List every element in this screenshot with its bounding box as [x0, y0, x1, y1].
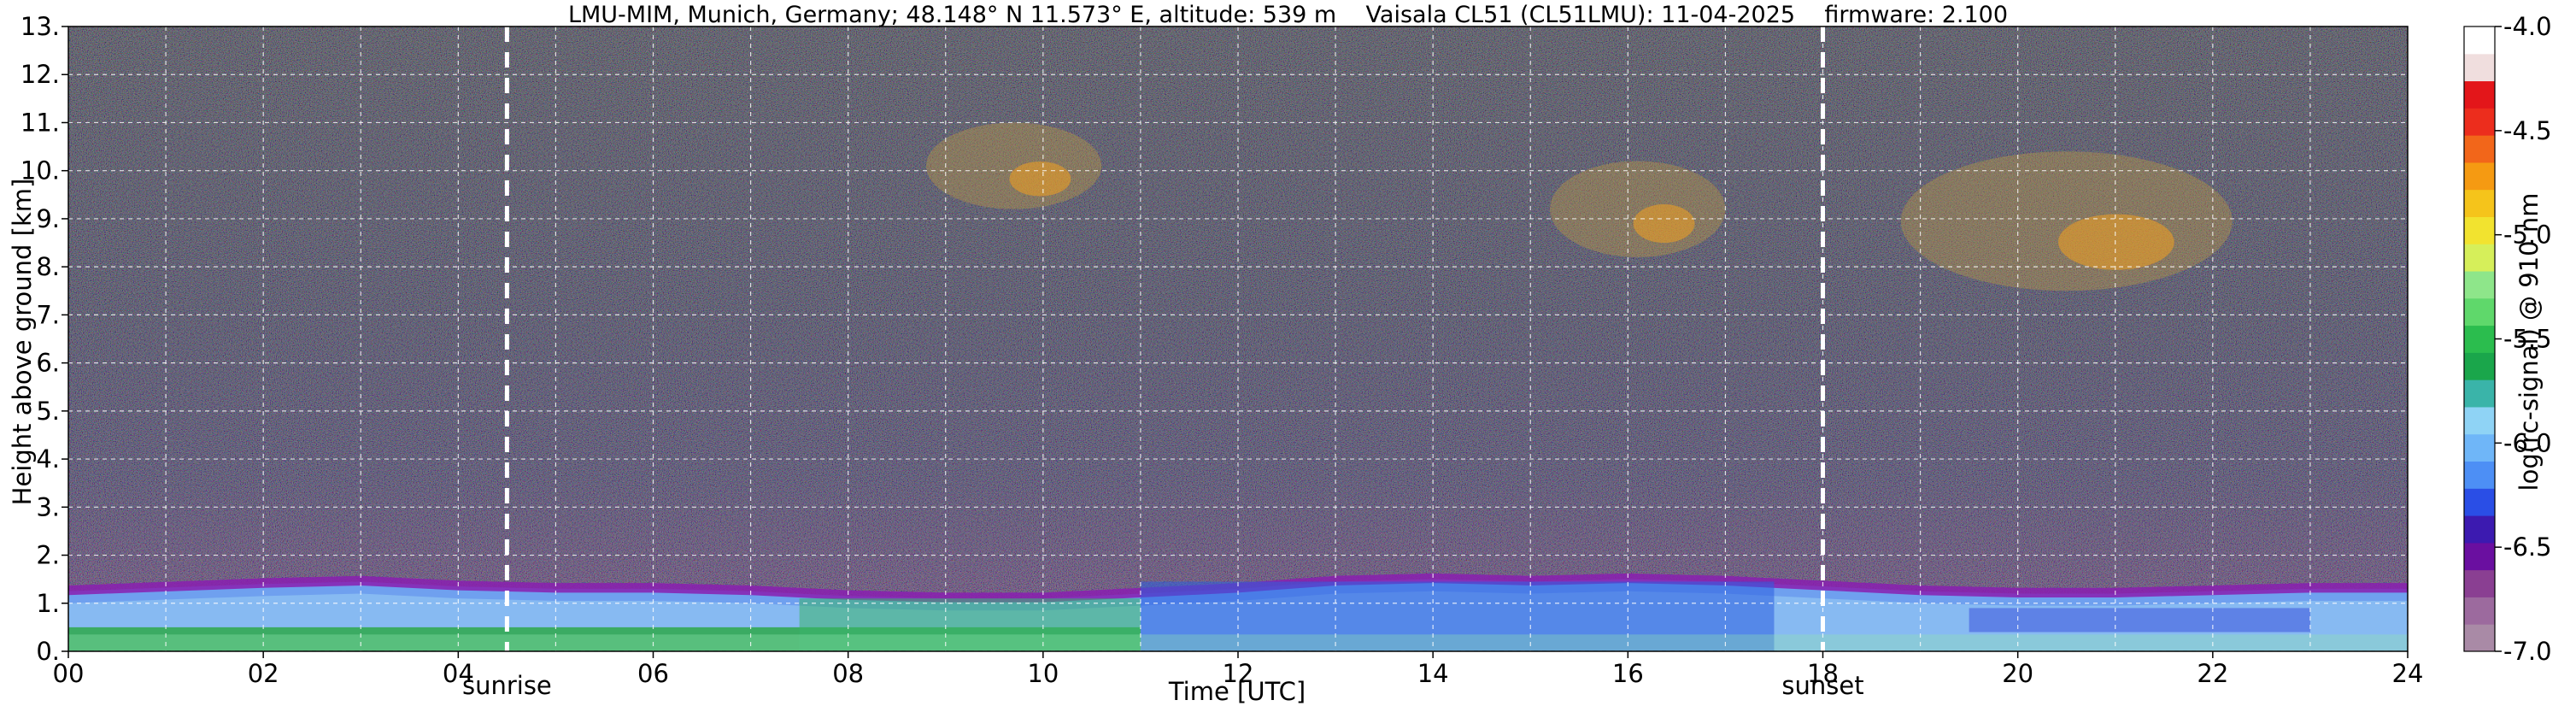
y-tick-label: 12. [21, 60, 60, 89]
colorbar-swatch [2464, 162, 2495, 191]
chart-title: LMU-MIM, Munich, Germany; 48.148° N 11.5… [567, 2, 2009, 28]
y-tick-label: 0. [36, 637, 60, 666]
colorbar-swatch [2464, 515, 2495, 544]
x-tick-label: 20 [2002, 659, 2033, 688]
convective-layer [1140, 581, 1775, 651]
colorbar-tick-label: -4.5 [2503, 116, 2552, 145]
cirrus-cloud [1550, 161, 1726, 257]
y-tick-label: 9. [36, 204, 60, 233]
x-tick-label: 14 [1417, 659, 1449, 688]
x-tick-label: 04 [443, 659, 474, 688]
cirrus-cloud [925, 122, 1102, 209]
colorbar-swatch [2464, 542, 2495, 571]
surface-aerosol-layer [799, 598, 1141, 651]
colorbar-tick-label: -6.5 [2503, 532, 2552, 562]
x-tick-label: 12 [1223, 659, 1254, 688]
colorbar-swatch [2464, 488, 2495, 516]
colorbar-tick-label: -5.0 [2503, 221, 2552, 250]
x-tick-label: 00 [53, 659, 85, 688]
y-tick-label: 8. [36, 252, 60, 281]
colorbar-swatch [2464, 108, 2495, 136]
y-tick-label: 4. [36, 444, 60, 474]
colorbar-swatch [2464, 53, 2495, 82]
y-tick-label: 1. [36, 589, 60, 618]
colorbar-tick-label: -7.0 [2503, 637, 2552, 666]
nocturnal-layer [1969, 608, 2310, 632]
cirrus-cloud-core [1009, 162, 1071, 197]
colorbar-tick-label: -4.0 [2503, 12, 2552, 41]
cirrus-cloud [1900, 151, 2233, 291]
colorbar-tick-label: -5.5 [2503, 325, 2552, 354]
colorbar-swatch [2464, 624, 2495, 652]
x-tick-label: 16 [1612, 659, 1644, 688]
y-tick-label: 3. [36, 492, 60, 521]
sun-event-label: sunset [1781, 671, 1863, 700]
colorbar-swatch [2464, 325, 2495, 353]
colorbar-swatch [2464, 80, 2495, 109]
colorbar-swatch [2464, 271, 2495, 299]
colorbar-swatch [2464, 244, 2495, 272]
x-tick-label: 02 [248, 659, 279, 688]
y-tick-label: 5. [36, 397, 60, 426]
colorbar-swatch [2464, 26, 2495, 55]
colorbar-swatch [2464, 433, 2495, 462]
y-tick-label: 11. [21, 108, 60, 137]
colorbar-swatch [2464, 135, 2495, 163]
colorbar-swatch [2464, 597, 2495, 625]
y-tick-label: 2. [36, 541, 60, 570]
x-tick-label: 10 [1027, 659, 1059, 688]
colorbar-swatch [2464, 352, 2495, 380]
y-tick-label: 10. [21, 156, 60, 185]
colorbar-swatch [2464, 569, 2495, 597]
x-tick-label: 22 [2197, 659, 2228, 688]
colorbar-swatch [2464, 189, 2495, 217]
y-tick-label: 6. [36, 349, 60, 378]
colorbar-swatch [2464, 379, 2495, 408]
colorbar-swatch [2464, 406, 2495, 435]
colorbar-swatch [2464, 461, 2495, 489]
x-axis-label: Time [UTC] [1168, 677, 1306, 706]
colorbar-swatch [2464, 216, 2495, 244]
x-tick-label: 06 [637, 659, 669, 688]
colorbar-swatch [2464, 297, 2495, 327]
sun-event-label: sunrise [462, 671, 552, 700]
x-tick-label: 24 [2392, 659, 2424, 688]
cirrus-cloud-core [1633, 204, 1695, 244]
x-tick-label: 08 [832, 659, 864, 688]
cirrus-cloud-core [2058, 214, 2174, 270]
x-tick-label: 18 [1807, 659, 1839, 688]
y-tick-label: 7. [36, 300, 60, 329]
colorbar-tick-label: -6.0 [2503, 428, 2552, 457]
y-tick-label: 13. [21, 12, 60, 41]
